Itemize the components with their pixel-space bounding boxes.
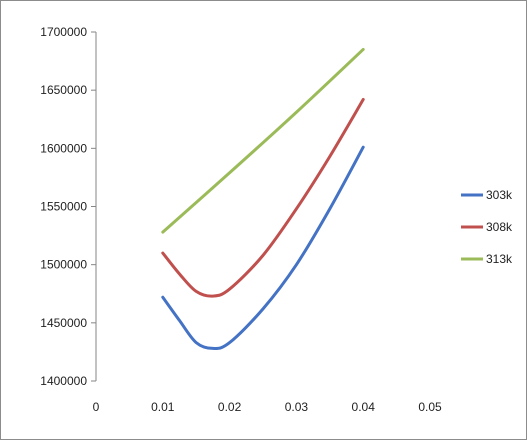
y-tick-label: 1600000: [40, 141, 87, 155]
axes: [91, 31, 97, 382]
series-line-308k: [161, 97, 365, 298]
y-tick-label: 1650000: [40, 83, 87, 97]
series-line-313k: [161, 47, 365, 234]
x-tick-label: 0.04: [352, 400, 376, 414]
x-tick-label: 0.05: [418, 400, 442, 414]
legend-label: 313k: [486, 252, 513, 266]
series-line-303k: [161, 145, 365, 350]
y-tick-label: 1500000: [40, 258, 87, 272]
x-tick-label: 0.03: [285, 400, 309, 414]
legend-label: 308k: [486, 220, 513, 234]
tick-labels: 1400000 1450000 1500000 1550000 1600000 16500…: [40, 25, 442, 414]
x-tick-label: 0.02: [218, 400, 242, 414]
x-tick-label: 0: [93, 400, 100, 414]
legend: 303k 308k 313k: [461, 188, 513, 266]
y-tick-label: 1550000: [40, 200, 87, 214]
y-tick-label: 1400000: [40, 374, 87, 388]
x-tick-label: 0.01: [151, 400, 175, 414]
series-lines: [161, 47, 365, 350]
legend-label: 303k: [486, 188, 513, 202]
y-tick-label: 1450000: [40, 316, 87, 330]
y-tick-label: 1700000: [40, 25, 87, 39]
